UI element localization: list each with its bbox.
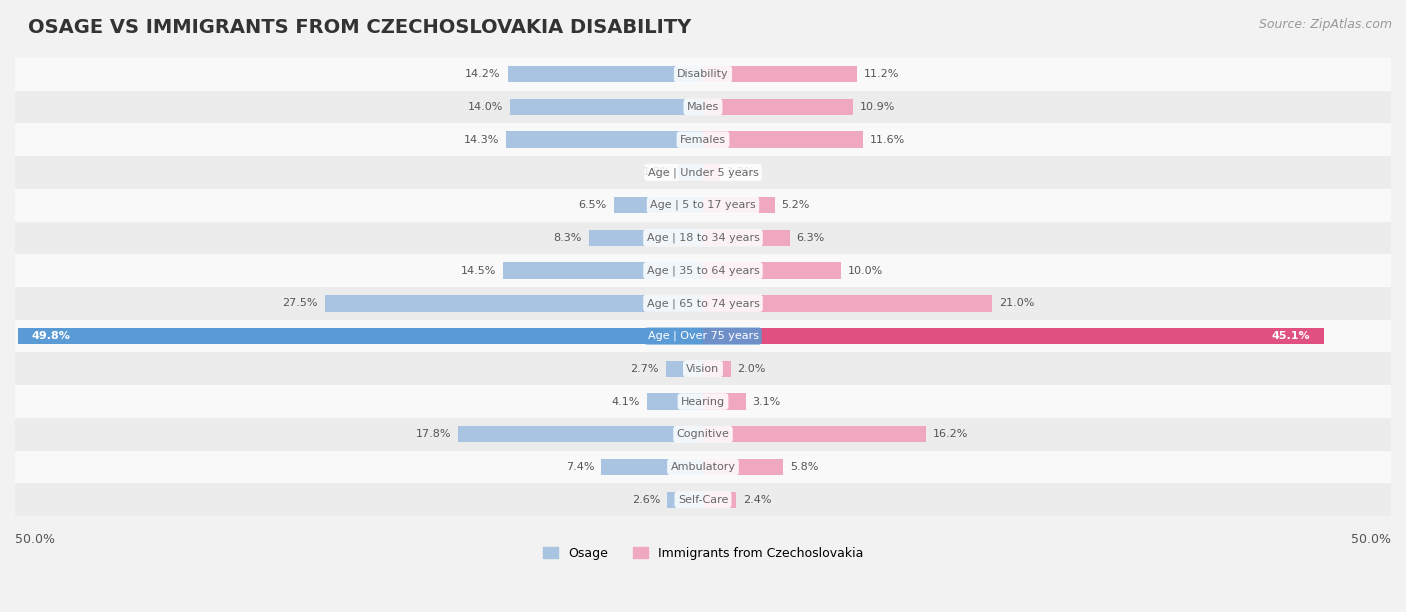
Text: 45.1%: 45.1% [1271, 331, 1310, 341]
Bar [18, 328, 703, 345]
Bar [703, 459, 783, 475]
Text: Disability: Disability [678, 69, 728, 79]
Bar [15, 123, 1391, 156]
Text: 49.8%: 49.8% [31, 331, 70, 341]
Bar [703, 99, 853, 115]
Bar [508, 66, 703, 83]
Text: Age | 35 to 64 years: Age | 35 to 64 years [647, 266, 759, 276]
Bar [703, 426, 927, 442]
Bar [510, 99, 703, 115]
Text: Vision: Vision [686, 364, 720, 374]
Bar [15, 353, 1391, 385]
Text: 1.2%: 1.2% [727, 168, 755, 177]
Bar [15, 287, 1391, 319]
Text: Age | 65 to 74 years: Age | 65 to 74 years [647, 298, 759, 308]
Bar [503, 263, 703, 279]
Text: Age | 18 to 34 years: Age | 18 to 34 years [647, 233, 759, 243]
Text: Males: Males [688, 102, 718, 112]
Bar [15, 188, 1391, 222]
Text: 10.0%: 10.0% [848, 266, 883, 275]
Bar [703, 197, 775, 214]
Text: 7.4%: 7.4% [565, 462, 595, 472]
Bar [15, 91, 1391, 123]
Bar [15, 319, 1391, 353]
Bar [703, 164, 720, 181]
Text: Cognitive: Cognitive [676, 429, 730, 439]
Text: 11.2%: 11.2% [865, 69, 900, 79]
Text: 14.5%: 14.5% [461, 266, 496, 275]
Text: 27.5%: 27.5% [283, 298, 318, 308]
Text: 2.6%: 2.6% [631, 494, 661, 505]
Bar [703, 491, 735, 508]
Bar [647, 394, 703, 409]
Text: 10.9%: 10.9% [860, 102, 896, 112]
Text: 2.0%: 2.0% [737, 364, 766, 374]
Text: 50.0%: 50.0% [15, 532, 55, 545]
Bar [15, 385, 1391, 418]
Bar [15, 450, 1391, 483]
Text: 3.1%: 3.1% [752, 397, 780, 406]
Bar [15, 418, 1391, 450]
Bar [703, 66, 858, 83]
Text: Hearing: Hearing [681, 397, 725, 406]
Text: 50.0%: 50.0% [1351, 532, 1391, 545]
Text: 6.5%: 6.5% [578, 200, 606, 210]
Bar [15, 58, 1391, 91]
Bar [602, 459, 703, 475]
Bar [15, 254, 1391, 287]
Bar [506, 132, 703, 148]
Bar [589, 230, 703, 246]
Bar [703, 394, 745, 409]
Bar [703, 295, 993, 312]
Bar [15, 156, 1391, 188]
Bar [668, 491, 703, 508]
Text: Self-Care: Self-Care [678, 494, 728, 505]
Text: 2.7%: 2.7% [630, 364, 659, 374]
Bar [15, 222, 1391, 254]
Text: 14.2%: 14.2% [465, 69, 501, 79]
Legend: Osage, Immigrants from Czechoslovakia: Osage, Immigrants from Czechoslovakia [538, 542, 868, 565]
Text: Age | Over 75 years: Age | Over 75 years [648, 331, 758, 341]
Text: 14.3%: 14.3% [464, 135, 499, 144]
Text: 5.2%: 5.2% [782, 200, 810, 210]
Text: 5.8%: 5.8% [790, 462, 818, 472]
Text: Source: ZipAtlas.com: Source: ZipAtlas.com [1258, 18, 1392, 31]
Text: 1.8%: 1.8% [643, 168, 671, 177]
Bar [458, 426, 703, 442]
Text: 16.2%: 16.2% [932, 429, 969, 439]
Text: 21.0%: 21.0% [998, 298, 1035, 308]
Bar [703, 328, 1323, 345]
Text: Age | 5 to 17 years: Age | 5 to 17 years [650, 200, 756, 211]
Bar [325, 295, 703, 312]
Text: 4.1%: 4.1% [612, 397, 640, 406]
Bar [703, 132, 863, 148]
Text: Females: Females [681, 135, 725, 144]
Text: 14.0%: 14.0% [468, 102, 503, 112]
Bar [703, 360, 731, 377]
Text: 2.4%: 2.4% [742, 494, 772, 505]
Text: Ambulatory: Ambulatory [671, 462, 735, 472]
Text: 17.8%: 17.8% [416, 429, 451, 439]
Bar [15, 483, 1391, 516]
Text: OSAGE VS IMMIGRANTS FROM CZECHOSLOVAKIA DISABILITY: OSAGE VS IMMIGRANTS FROM CZECHOSLOVAKIA … [28, 18, 692, 37]
Text: 11.6%: 11.6% [869, 135, 904, 144]
Bar [613, 197, 703, 214]
Bar [703, 230, 790, 246]
Text: Age | Under 5 years: Age | Under 5 years [648, 167, 758, 177]
Bar [678, 164, 703, 181]
Text: 8.3%: 8.3% [554, 233, 582, 243]
Bar [666, 360, 703, 377]
Bar [703, 263, 841, 279]
Text: 6.3%: 6.3% [797, 233, 825, 243]
